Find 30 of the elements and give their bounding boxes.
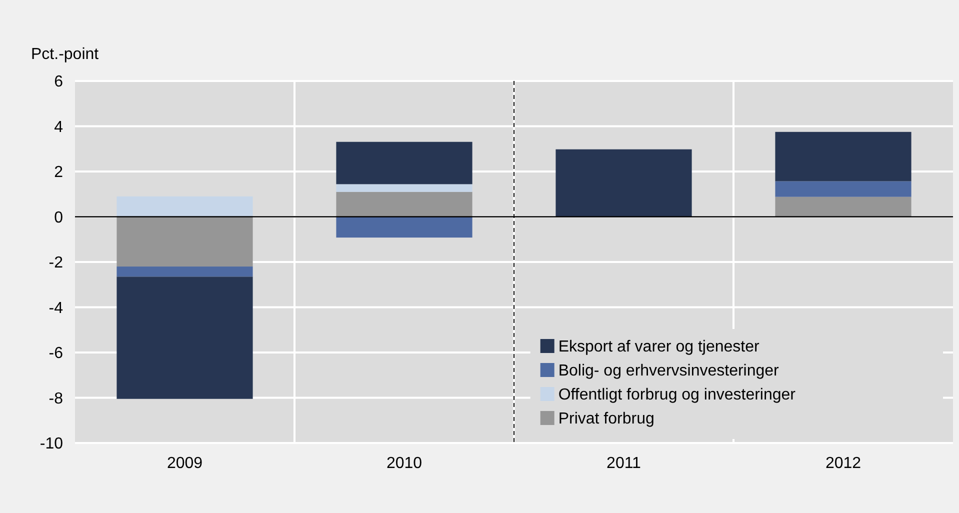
bar bbox=[116, 276, 253, 399]
y-tick-label: -10 bbox=[40, 436, 64, 453]
x-tick-label: 2011 bbox=[606, 455, 642, 472]
bar bbox=[775, 181, 912, 197]
bar bbox=[336, 184, 472, 192]
bar bbox=[116, 216, 253, 267]
x-tick-label: 2009 bbox=[166, 455, 203, 472]
y-tick-label: 0 bbox=[54, 209, 64, 226]
y-tick-label: -4 bbox=[48, 300, 64, 317]
x-tick-label: 2010 bbox=[386, 455, 422, 472]
y-axis-title: Pct.-point bbox=[31, 46, 100, 63]
bar bbox=[116, 266, 253, 277]
y-tick-label: 6 bbox=[54, 74, 64, 91]
y-tick-label: 4 bbox=[54, 118, 64, 136]
legend-label: Privat forbrug bbox=[558, 410, 654, 428]
y-tick-label: -2 bbox=[48, 254, 64, 272]
bar bbox=[336, 192, 472, 217]
y-tick-label: 2 bbox=[54, 164, 64, 182]
x-tick-label: 2012 bbox=[825, 455, 862, 472]
y-tick-label: -8 bbox=[48, 390, 64, 408]
bar bbox=[116, 196, 253, 217]
legend-label: Offentligt forbrug og investeringer bbox=[558, 386, 796, 404]
legend-label: Eksport af varer og tjenester bbox=[558, 338, 760, 356]
bar bbox=[336, 142, 472, 184]
bar bbox=[556, 149, 692, 217]
bar bbox=[775, 196, 912, 217]
bar bbox=[775, 132, 912, 182]
y-tick-label: -6 bbox=[48, 345, 64, 362]
legend-label: Bolig- og erhvervsinvesteringer bbox=[558, 362, 780, 380]
bar bbox=[336, 216, 472, 238]
